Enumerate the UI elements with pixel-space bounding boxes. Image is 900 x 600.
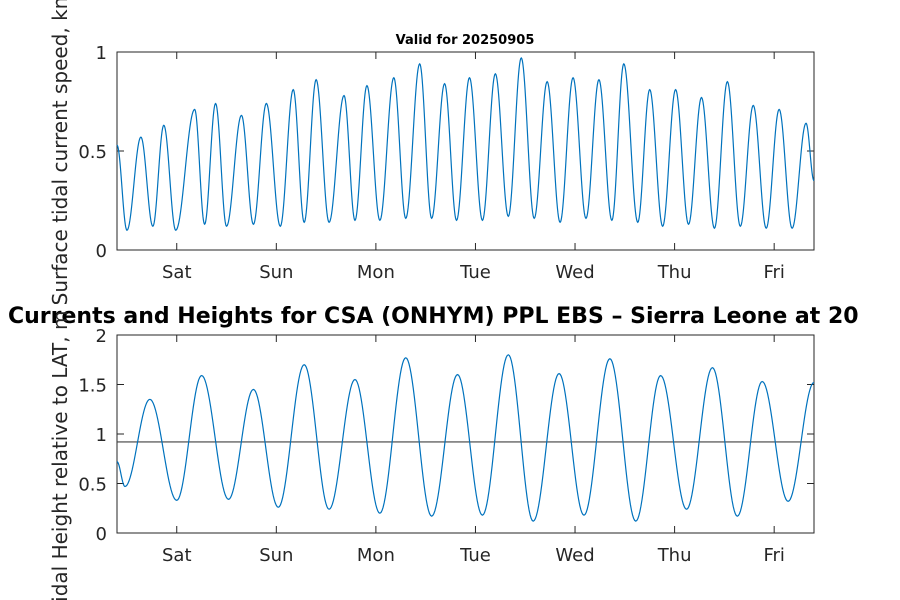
x-tick-label: Mon xyxy=(357,262,395,283)
y-tick-label: 2 xyxy=(96,326,107,347)
y-tick-label: 0.5 xyxy=(78,475,107,496)
x-tick-label: Sun xyxy=(259,545,293,566)
x-tick-label: Fri xyxy=(763,262,784,283)
x-tick-label: Tue xyxy=(459,545,491,566)
x-tick-label: Sat xyxy=(162,545,192,566)
y-axis-label: Tidal Height relative to LAT, m xyxy=(48,311,72,600)
x-tick-label: Thu xyxy=(657,545,692,566)
x-tick-label: Wed xyxy=(555,262,594,283)
figure-title: Currents and Heights for CSA (ONHYM) PPL… xyxy=(8,304,859,329)
current-speed-line xyxy=(116,56,815,231)
x-tick-label: Thu xyxy=(657,262,692,283)
tidal-height-line xyxy=(116,354,815,522)
x-tick-label: Sun xyxy=(259,262,293,283)
current-speed-panel: Valid for 20250905 Sat Sun Mon Tue Wed Thu Fri… xyxy=(48,0,815,305)
y-tick-label: 1.5 xyxy=(78,376,107,397)
y-tick-label: 0 xyxy=(96,241,107,262)
y-tick-label: 1 xyxy=(96,43,107,64)
plot-area xyxy=(116,334,815,534)
tidal-height-panel: Sat Sun Mon Tue Wed Thu Fri 0 0.5 1 1.5 2 Tidal Hei… xyxy=(48,311,815,600)
x-tick-label: Wed xyxy=(555,545,594,566)
tick-group: Sat Sun Mon Tue Wed Thu Fri 0 0.5 1 xyxy=(78,43,814,283)
x-tick-label: Fri xyxy=(763,545,784,566)
x-tick-label: Mon xyxy=(357,545,395,566)
plot-area xyxy=(116,51,815,251)
x-tick-label: Sat xyxy=(162,262,192,283)
y-axis-label: Surface tidal current speed, kn xyxy=(48,0,72,305)
tick-group: Sat Sun Mon Tue Wed Thu Fri 0 0.5 1 1.5 2 xyxy=(78,326,814,566)
y-tick-label: 1 xyxy=(96,425,107,446)
y-tick-label: 0.5 xyxy=(78,142,107,163)
chart-title: Valid for 20250905 xyxy=(396,33,535,48)
y-tick-label: 0 xyxy=(96,524,107,545)
x-tick-label: Tue xyxy=(459,262,491,283)
